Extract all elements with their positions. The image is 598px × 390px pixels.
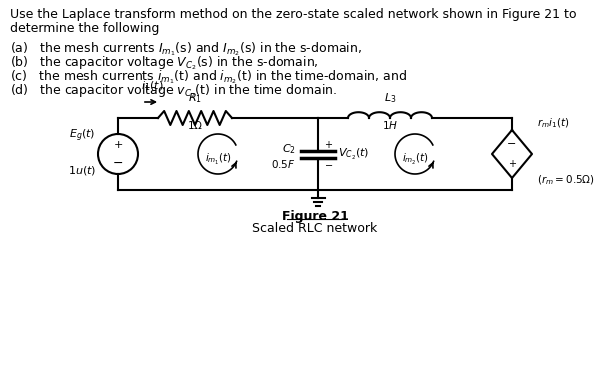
Text: $-$: $-$ bbox=[324, 159, 333, 169]
Text: +: + bbox=[508, 159, 516, 169]
Text: Figure 21: Figure 21 bbox=[282, 210, 349, 223]
Text: $L_3$: $L_3$ bbox=[384, 91, 396, 105]
Text: $V_{C_2}(t)$: $V_{C_2}(t)$ bbox=[338, 147, 369, 161]
Text: $i_1(t)$: $i_1(t)$ bbox=[141, 80, 163, 93]
Text: Use the Laplace transform method on the zero-state scaled network shown in Figur: Use the Laplace transform method on the … bbox=[10, 8, 576, 21]
Text: +: + bbox=[113, 140, 123, 150]
Text: (b)   the capacitor voltage $V_{C_2}$(s) in the s-domain,: (b) the capacitor voltage $V_{C_2}$(s) i… bbox=[10, 54, 319, 72]
Text: $i_{m_1}(t)$: $i_{m_1}(t)$ bbox=[205, 151, 231, 167]
Text: $(r_m = 0.5\Omega)$: $(r_m = 0.5\Omega)$ bbox=[537, 173, 595, 187]
Text: (c)   the mesh currents $i_{m_1}$(t) and $i_{m_2}$(t) in the time-domain, and: (c) the mesh currents $i_{m_1}$(t) and $… bbox=[10, 68, 407, 85]
Text: $R_1$: $R_1$ bbox=[188, 91, 202, 105]
Text: $i_{m_2}(t)$: $i_{m_2}(t)$ bbox=[401, 151, 428, 167]
Text: −: − bbox=[113, 156, 123, 170]
Text: Scaled RLC network: Scaled RLC network bbox=[252, 222, 377, 235]
Text: (a)   the mesh currents $I_{m_1}$(s) and $I_{m_2}$(s) in the s-domain,: (a) the mesh currents $I_{m_1}$(s) and $… bbox=[10, 40, 362, 58]
Text: $1u(t)$: $1u(t)$ bbox=[68, 164, 96, 177]
Text: $C_2$: $C_2$ bbox=[282, 142, 296, 156]
Text: −: − bbox=[507, 139, 517, 149]
Text: (d)   the capacitor voltage $v_{C_2}$(t) in the time domain.: (d) the capacitor voltage $v_{C_2}$(t) i… bbox=[10, 82, 337, 99]
Text: $+$: $+$ bbox=[324, 138, 333, 149]
Text: $1H$: $1H$ bbox=[382, 119, 398, 131]
Text: $r_m i_1(t)$: $r_m i_1(t)$ bbox=[537, 116, 570, 130]
Text: $1\Omega$: $1\Omega$ bbox=[187, 119, 203, 131]
Text: $E_g(t)$: $E_g(t)$ bbox=[69, 128, 95, 144]
Text: determine the following: determine the following bbox=[10, 22, 160, 35]
Text: $0.5F$: $0.5F$ bbox=[271, 158, 296, 170]
